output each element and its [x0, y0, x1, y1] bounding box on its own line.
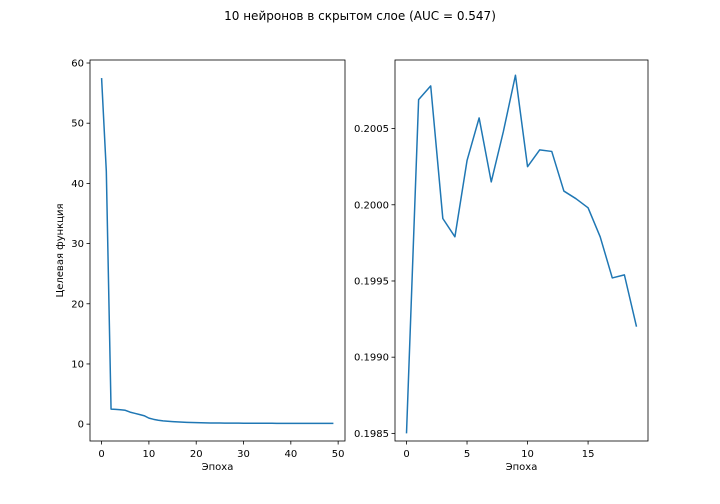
y-tick-label: 60: [71, 59, 84, 70]
y-tick-label: 0.2005: [354, 124, 389, 135]
y-tick-label: 40: [71, 179, 84, 190]
y-tick-label: 0: [78, 420, 84, 431]
x-axis-label: Эпоха: [506, 462, 538, 473]
x-tick-label: 40: [284, 449, 297, 460]
loss-panel: 0 10 20 30 40 50 0 10 20 30 40 50 60 Эпоха Целевая фун…: [55, 59, 346, 473]
x-tick-label: 5: [464, 449, 470, 460]
y-tick-label: 0.1990: [354, 353, 389, 364]
metric-panel: 0 5 10 15 0.1985 0.1990 0.1995 0.2000 0.2005 Эпох…: [354, 59, 649, 473]
x-tick-label: 20: [190, 449, 203, 460]
x-tick-label: 0: [403, 449, 409, 460]
y-tick-label: 10: [71, 359, 84, 370]
x-tick-label: 15: [582, 449, 595, 460]
y-tick-label: 0.2000: [354, 200, 389, 211]
x-tick-label: 10: [521, 449, 534, 460]
x-axis-label: Эпоха: [202, 462, 234, 473]
x-tick-label: 30: [237, 449, 250, 460]
x-tick-label: 50: [332, 449, 345, 460]
y-tick-label: 0.1985: [354, 429, 389, 440]
plot-frame: [89, 59, 346, 442]
y-tick-label: 0.1995: [354, 276, 389, 287]
series-line: [100, 78, 334, 425]
y-tick-label: 50: [71, 119, 84, 130]
y-axis-label: Целевая функция: [55, 203, 66, 297]
y-tick-label: 30: [71, 239, 84, 250]
y-tick-label: 20: [71, 299, 84, 310]
series-line: [405, 74, 638, 434]
figure-title: 10 нейронов в скрытом слое (AUC = 0.547): [224, 9, 496, 23]
x-tick-label: 10: [143, 449, 156, 460]
x-tick-label: 0: [98, 449, 104, 460]
plot-frame: [394, 59, 649, 442]
